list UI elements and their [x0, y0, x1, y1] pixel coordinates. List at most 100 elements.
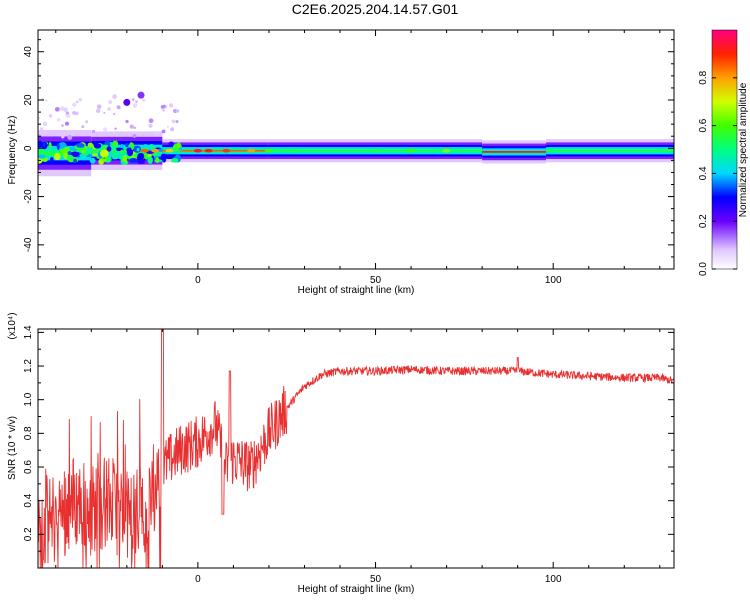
spectrogram-blob [161, 155, 167, 163]
spectrogram-noise [160, 105, 165, 109]
spectrogram-blob [79, 153, 86, 158]
spectrogram-blob [165, 154, 174, 160]
spectrogram-noise [116, 105, 121, 110]
spectrogram-noise [38, 116, 41, 120]
colorbar-label: Normalized spectral amplitude [738, 82, 749, 217]
spectrogram-noise [168, 103, 174, 108]
page-title: C2E6.2025.204.14.57.G01 [291, 1, 459, 17]
spectrogram-noise [42, 121, 48, 126]
spectrogram-blob [122, 154, 128, 163]
spectrogram-blob [76, 142, 85, 148]
spectrogram-blob [155, 156, 160, 164]
spectrogram-noise [161, 129, 166, 134]
spectrogram-blob [125, 143, 129, 148]
spectrogram-blob [70, 151, 80, 158]
spectrogram-noise [125, 119, 129, 124]
spectrogram-y-axis-label: Frequency (Hz) [7, 116, 18, 185]
snr-y-multiplier: (x10⁴) [7, 312, 18, 339]
spectrogram-blob [49, 156, 54, 164]
spectrogram-noise [162, 108, 166, 112]
spectrogram-blob [106, 146, 112, 152]
spectrogram-y-tick-label-3: 20 [23, 94, 34, 106]
snr-plot-frame [37, 328, 675, 569]
spectrogram-noise [85, 120, 89, 124]
spectrogram-noise [112, 132, 116, 135]
spectrogram-hotspot-0 [140, 148, 149, 153]
spectrogram-noise [108, 99, 113, 105]
spectrogram-blob [92, 153, 98, 157]
spectrogram-noise [54, 106, 60, 112]
spectrogram-noise [175, 120, 179, 124]
snr-series-line-0 [38, 329, 674, 568]
colorbar-tick-label-1: 0.2 [698, 214, 709, 228]
spectrogram-noise [132, 103, 138, 108]
snr-y-tick-label-5: 1.2 [23, 359, 34, 373]
spectrogram-chart: 0 50 100 -40 -20 0 20 40 Height of straight lin… [7, 29, 749, 296]
spectrogram-blob [66, 154, 74, 160]
spectrogram-blob [137, 152, 145, 160]
spectrogram-hotspot-9 [371, 148, 380, 153]
spectrogram-hotspot-10 [407, 148, 416, 153]
spectrogram-blob [147, 144, 156, 150]
spectrogram-blob [128, 157, 138, 163]
spectrogram-blob [142, 144, 149, 148]
spectrogram-noise [64, 121, 70, 126]
spectrogram-y-tick-label-4: 40 [23, 46, 34, 58]
spectrogram-hotspot-3 [193, 148, 202, 153]
spectrogram-blob [171, 158, 179, 163]
spectrogram-noise [166, 125, 170, 128]
colorbar-frame [711, 29, 738, 270]
spectrogram-blob [176, 142, 181, 149]
spectrogram-noise [133, 126, 136, 129]
spectrogram-y-tick-label-2: 0 [23, 145, 34, 151]
spectrogram-blob [99, 149, 109, 158]
spectrogram-blob [147, 156, 153, 164]
spectrogram-noise [67, 135, 73, 140]
spectrogram-blob [54, 152, 61, 161]
colorbar-tick-label-2: 0.4 [698, 166, 709, 180]
spectrogram-noise [78, 98, 82, 102]
spectrogram-noise [142, 98, 146, 102]
spectrogram-blob [111, 153, 120, 160]
spectrogram-blob [93, 143, 102, 149]
spectrogram-feature-0 [123, 98, 131, 106]
snr-x-tick-label-2: 100 [545, 574, 562, 585]
spectrogram-blob [41, 157, 48, 162]
spectrogram-noise [65, 111, 69, 115]
spectrogram-noise [96, 104, 102, 109]
spectrogram-blob [120, 149, 124, 154]
snr-y-tick-label-0: 0.2 [23, 527, 34, 541]
spectrogram-noise [103, 127, 108, 132]
spectrogram-feature-1 [137, 91, 145, 99]
spectrogram-hotspot-8 [289, 148, 298, 153]
spectrogram-noise [114, 127, 117, 130]
colorbar [712, 30, 737, 269]
spectrogram-blob [120, 144, 124, 149]
spectrogram-blob [86, 147, 92, 153]
spectrogram-noise [41, 97, 44, 100]
spectrogram-noise [103, 111, 106, 114]
spectrogram-noise [129, 124, 134, 129]
spectrogram-blob [38, 154, 46, 159]
spectrogram-blob [158, 148, 163, 152]
snr-y-axis-label: SNR (10 * v/v) [7, 416, 18, 480]
spectrogram-hotspot-5 [222, 148, 231, 153]
spectrogram-hotspot-11 [442, 148, 451, 153]
spectrogram-core-2 [162, 149, 269, 152]
spectrogram-noise [39, 127, 44, 131]
spectrogram-noise [76, 100, 79, 104]
spectrogram-blob [144, 153, 149, 160]
colorbar-tick-label-4: 0.8 [698, 70, 709, 84]
spectrogram-noise [81, 125, 85, 129]
spectrogram-x-tick-label-2: 100 [545, 275, 562, 286]
snr-y-tick-label-4: 1.0 [23, 392, 34, 406]
spectrogram-y-tick-label-1: -20 [23, 189, 34, 204]
snr-y-tick-label-1: 0.4 [23, 493, 34, 507]
spectrogram-blob [56, 143, 60, 151]
spectrogram-noise [63, 107, 68, 113]
spectrogram-noise [135, 100, 138, 103]
spectrogram-blob [89, 157, 96, 164]
spectrogram-hotspot-6 [247, 148, 256, 153]
spectrogram-blob [73, 158, 77, 164]
snr-x-tick-label-1: 50 [370, 574, 382, 585]
